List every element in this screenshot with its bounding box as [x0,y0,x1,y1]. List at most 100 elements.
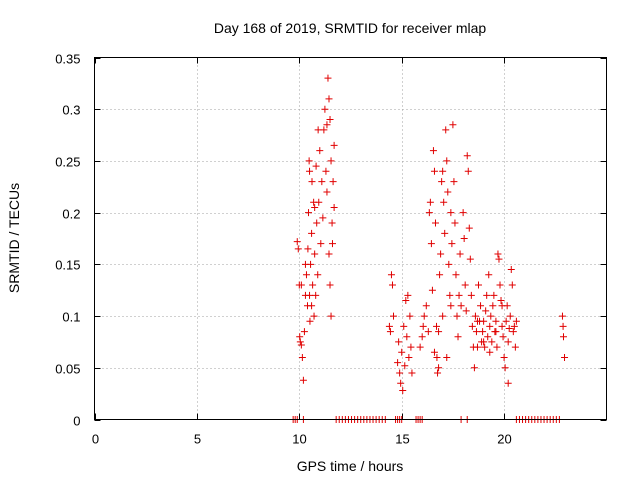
data-point [439,312,447,320]
data-point [462,307,470,315]
x-tick-label: 5 [194,432,201,447]
data-point [297,281,305,289]
data-point [301,260,309,268]
data-point [433,353,441,361]
y-tick-label: 0.2 [62,207,80,222]
data-point [507,266,515,274]
data-point [435,364,443,372]
data-point [466,255,474,263]
data-points [289,74,569,423]
data-point [394,359,402,367]
data-point [407,343,415,351]
y-tick-label: 0.1 [62,310,80,325]
data-point [325,95,333,103]
data-point [449,121,457,129]
x-tick-label: 15 [395,432,409,447]
data-point [453,312,461,320]
data-point [470,364,478,372]
data-point [465,224,473,232]
data-point [492,317,500,325]
data-point [430,167,438,175]
data-point [418,333,426,341]
data-point [439,167,447,175]
data-point [308,229,316,237]
data-point [308,302,316,310]
x-tick-labels: 0 5 10 15 20 [92,432,512,447]
data-point [486,348,494,356]
data-point [475,281,482,289]
data-point [405,353,413,361]
data-point [482,307,490,315]
data-point [402,297,410,305]
data-point [386,328,394,336]
data-point [326,116,334,124]
data-point [400,322,408,330]
data-point [473,343,481,351]
data-point [426,198,434,206]
data-point [488,338,496,346]
data-point [436,271,444,279]
data-point [464,167,472,175]
data-point [473,317,481,325]
data-point [447,209,455,217]
data-point [311,203,319,211]
data-point [314,271,322,279]
data-point [450,178,458,186]
data-point [490,291,498,299]
data-point [429,147,437,155]
data-point [324,74,332,82]
data-point [427,240,435,248]
data-point [480,338,488,346]
data-point [494,250,502,258]
data-point [328,240,336,248]
data-point [420,312,428,320]
data-point [454,333,462,341]
data-point [395,338,403,346]
data-point [430,348,438,356]
data-point [300,328,308,336]
data-point [398,348,406,356]
data-point [317,240,325,248]
data-point [486,322,494,330]
data-point [438,178,446,186]
data-point [319,214,327,222]
data-point [431,219,439,227]
data-point [442,126,450,134]
data-point [390,312,398,320]
data-point [330,141,338,149]
data-point [408,369,416,377]
data-point [484,333,492,341]
data-point [479,328,487,336]
data-point [329,178,337,186]
chart-title: Day 168 of 2019, SRMTID for receiver mla… [214,20,487,36]
data-point [510,322,518,330]
data-point [499,333,507,341]
data-point [328,219,336,227]
data-point [472,328,480,336]
data-point [308,178,316,186]
data-point [325,250,333,258]
data-point [401,362,409,370]
data-point [310,312,318,320]
data-point [485,271,493,279]
y-tick-label: 0 [73,414,80,429]
data-point [501,364,509,372]
data-point [497,297,505,305]
data-point [463,152,471,160]
data-point [504,338,512,346]
data-point [451,219,459,227]
data-point [425,209,433,217]
data-point [452,271,460,279]
data-point [296,338,304,346]
data-point [440,198,448,206]
data-point [468,322,476,330]
data-point [306,317,314,325]
data-point [315,198,323,206]
data-point [435,328,443,336]
data-point [493,343,501,351]
data-point [512,317,520,325]
data-point [316,147,324,155]
data-point [561,353,569,361]
data-point [487,312,495,320]
